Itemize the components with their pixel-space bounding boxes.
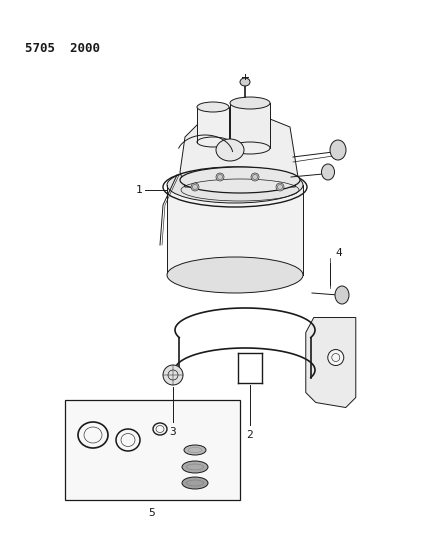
Polygon shape (167, 185, 303, 275)
Circle shape (216, 173, 224, 181)
Text: 1: 1 (135, 185, 142, 195)
Text: 5705  2000: 5705 2000 (25, 42, 100, 55)
Bar (65, 400, 240, 500)
Ellipse shape (240, 78, 250, 86)
Circle shape (163, 365, 183, 385)
Polygon shape (180, 112, 298, 187)
Circle shape (328, 350, 344, 366)
Circle shape (251, 173, 259, 181)
Ellipse shape (216, 139, 244, 161)
Ellipse shape (330, 140, 346, 160)
Polygon shape (197, 107, 229, 142)
Text: 3: 3 (169, 427, 176, 437)
Text: 2: 2 (247, 430, 253, 440)
Ellipse shape (180, 167, 300, 193)
Ellipse shape (182, 477, 208, 489)
Ellipse shape (167, 167, 303, 203)
Text: 5: 5 (149, 508, 155, 518)
Circle shape (276, 183, 284, 191)
Text: 4: 4 (335, 248, 342, 258)
Ellipse shape (167, 257, 303, 293)
Polygon shape (306, 318, 356, 408)
Ellipse shape (335, 286, 349, 304)
Polygon shape (230, 103, 270, 148)
Ellipse shape (197, 102, 229, 112)
Circle shape (191, 183, 199, 191)
Ellipse shape (182, 461, 208, 473)
Ellipse shape (184, 445, 206, 455)
Ellipse shape (230, 97, 270, 109)
Ellipse shape (321, 164, 335, 180)
